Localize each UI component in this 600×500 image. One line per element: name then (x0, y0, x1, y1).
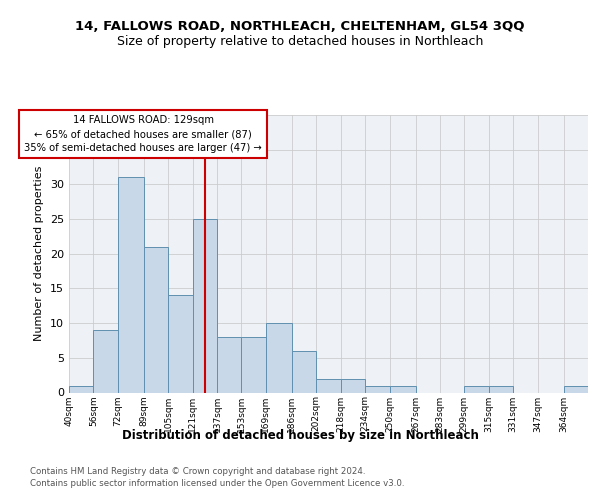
Bar (341, 378, 365, 392)
Bar (464, 386, 489, 392)
Bar (118, 178, 144, 392)
Bar (168, 296, 193, 392)
Bar (489, 386, 513, 392)
Text: Distribution of detached houses by size in Northleach: Distribution of detached houses by size … (122, 428, 478, 442)
Bar (241, 337, 266, 392)
Text: Size of property relative to detached houses in Northleach: Size of property relative to detached ho… (117, 35, 483, 48)
Bar (365, 386, 389, 392)
Bar (144, 247, 168, 392)
Bar (69, 386, 94, 392)
Bar (389, 386, 416, 392)
Bar (563, 386, 588, 392)
Bar (292, 351, 316, 393)
Bar (266, 323, 292, 392)
Bar (217, 337, 241, 392)
Text: 14, FALLOWS ROAD, NORTHLEACH, CHELTENHAM, GL54 3QQ: 14, FALLOWS ROAD, NORTHLEACH, CHELTENHAM… (75, 20, 525, 33)
Bar (94, 330, 118, 392)
Text: Contains HM Land Registry data © Crown copyright and database right 2024.: Contains HM Land Registry data © Crown c… (30, 466, 365, 475)
Text: Contains public sector information licensed under the Open Government Licence v3: Contains public sector information licen… (30, 480, 404, 488)
Text: 14 FALLOWS ROAD: 129sqm
← 65% of detached houses are smaller (87)
35% of semi-de: 14 FALLOWS ROAD: 129sqm ← 65% of detache… (24, 116, 262, 154)
Bar (316, 378, 341, 392)
Y-axis label: Number of detached properties: Number of detached properties (34, 166, 44, 342)
Bar (193, 219, 217, 392)
